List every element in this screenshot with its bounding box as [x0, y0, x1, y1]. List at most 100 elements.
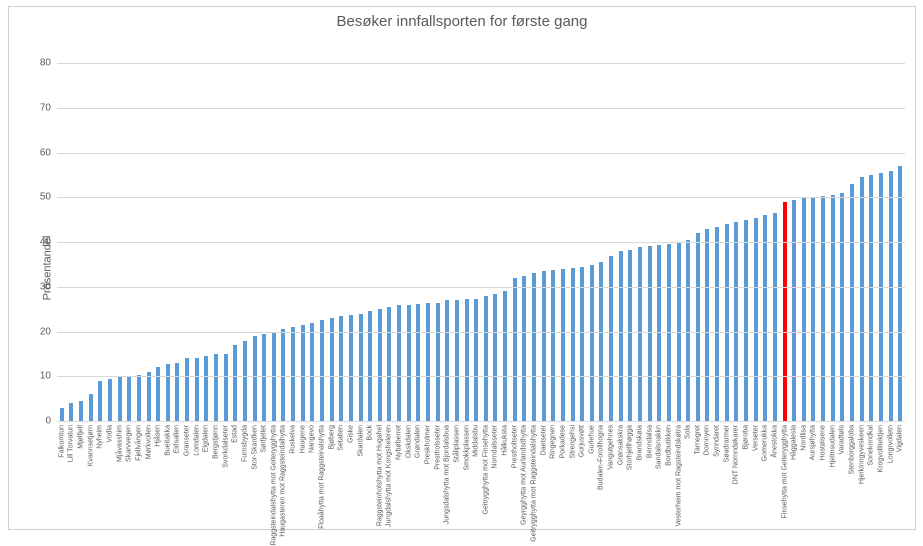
- bar-slot: Fjellvången: [134, 41, 144, 421]
- y-tick-label: 40: [40, 237, 51, 248]
- x-tick-label: Middalsbu: [473, 421, 480, 457]
- x-tick-label: Preskholmer: [424, 421, 431, 464]
- y-tick-label: 10: [40, 371, 51, 382]
- x-tick-label: Stor-Skardken: [251, 421, 258, 470]
- x-tick-label: Håggalesla: [791, 421, 798, 460]
- x-tick-label: Ringegnen: [550, 421, 557, 459]
- bar: [455, 300, 459, 421]
- x-tick-label: Bjøberg: [328, 421, 335, 450]
- bar-slot: Varadtøls: [838, 41, 848, 421]
- x-tick-label: Strengehsi: [569, 421, 576, 458]
- bar-slot: Falkumtun: [57, 41, 67, 421]
- bar-slot: Elgdalen: [202, 41, 212, 421]
- bar: [330, 318, 334, 421]
- x-tick-label: Vigdalen: [897, 421, 904, 452]
- y-tick-label: 30: [40, 281, 51, 292]
- bar: [802, 197, 806, 421]
- x-tick-label: Falkumtun: [58, 421, 65, 458]
- bar-slot: Gurlehue: [587, 41, 597, 421]
- bar-slot: Lill Torvatun: [67, 41, 77, 421]
- x-tick-label: Sandalsnakkn: [656, 421, 663, 469]
- bar: [783, 202, 787, 421]
- x-tick-label: Synndaret: [714, 421, 721, 457]
- x-tick-label: Finsehytta mot Geiterygghytta: [781, 421, 788, 518]
- x-tick-label: Lill Torvatun: [68, 421, 75, 462]
- x-tick-label: Gurjusvøtt: [579, 421, 586, 457]
- bar-slot: DNT Nornndøkarer: [732, 41, 742, 421]
- bar: [416, 304, 420, 421]
- bar: [108, 379, 112, 421]
- x-tick-label: Haugasteren mot Raggsteindalhytta: [280, 421, 287, 537]
- bar-slot: Håggalesla: [789, 41, 799, 421]
- bar-slot: Tarnegret: [693, 41, 703, 421]
- bar: [359, 314, 363, 421]
- y-tick-label: 60: [40, 147, 51, 158]
- bar-slot: Raggsteindalshytta mot Geiterygghytta: [269, 41, 279, 421]
- y-tick-label: 70: [40, 103, 51, 114]
- bar: [734, 222, 738, 421]
- bar: [551, 270, 555, 421]
- x-tick-label: Skardalen: [357, 421, 364, 457]
- bar-slot: Floaåhytta mot Raggsteinalshytta: [317, 41, 327, 421]
- bar-slot: Dornnyen: [703, 41, 713, 421]
- bar-slot: Porkadese: [558, 41, 568, 421]
- bar-slot: Bergstjønn: [211, 41, 221, 421]
- bar: [648, 246, 652, 421]
- x-tick-label: Granseter: [184, 421, 191, 456]
- bar-slot: Sandalsnakkn: [654, 41, 664, 421]
- x-tick-label: Ånestokka: [771, 421, 778, 458]
- x-tick-label: Tarnegret: [694, 421, 701, 455]
- bar: [705, 229, 709, 421]
- x-tick-label: Eidsallen: [174, 421, 181, 453]
- x-tick-label: Porkadese: [559, 421, 566, 458]
- x-tick-label: Haugene: [299, 421, 306, 453]
- bar-slot: Nyheim: [96, 41, 106, 421]
- bar-slot: Budalen-Forollhogna: [597, 41, 607, 421]
- bar-slot: Hjelmsudalen: [828, 41, 838, 421]
- bar: [532, 273, 536, 421]
- x-tick-label: Benndalsa: [646, 421, 653, 458]
- bar: [397, 305, 401, 421]
- x-tick-label: Longrvolletn: [887, 421, 894, 463]
- x-tick-label: Norndalsseter: [492, 421, 499, 469]
- bar: [60, 408, 64, 421]
- bar-slot: Mjølfjell: [76, 41, 86, 421]
- x-tick-label: Floaåhytta mot Raggsteinalshytta: [318, 421, 325, 529]
- bar-slot: Longrvolletn: [886, 41, 896, 421]
- bar-slot: Grøndalen: [414, 41, 424, 421]
- bar-slot: Estad: [230, 41, 240, 421]
- bar-slot: Ruskelva: [288, 41, 298, 421]
- x-tick-label: Estad: [232, 421, 239, 443]
- bars-layer: FalkumtunLill TorvatunMjølfjellKvannsetj…: [57, 41, 905, 421]
- x-tick-label: Hålkuksta: [502, 421, 509, 456]
- gridline: [57, 332, 905, 333]
- bar-slot: Middalsbu: [471, 41, 481, 421]
- x-tick-label: Vodla: [106, 421, 113, 443]
- bar: [542, 271, 546, 421]
- x-tick-label: Prestholtseter: [511, 421, 518, 468]
- x-tick-label: Grønsakskra: [617, 421, 624, 465]
- bar-slot: Jungsdalshytta mot Bjordalsbua: [442, 41, 452, 421]
- x-tick-label: Mørkvollen: [145, 421, 152, 459]
- bar: [628, 250, 632, 421]
- x-tick-label: Nangevo: [309, 421, 316, 453]
- bar-slot: Raggsteinholshytta mot Hugahel: [375, 41, 385, 421]
- bar: [253, 336, 257, 421]
- x-tick-label: Svorkdalseter: [222, 421, 229, 468]
- bar: [773, 213, 777, 421]
- x-tick-label: Bock: [367, 421, 374, 441]
- x-tick-label: Nyheim: [97, 421, 104, 449]
- bar: [879, 173, 883, 421]
- bar: [436, 303, 440, 421]
- gridline: [57, 242, 905, 243]
- bar-slot: Ståliplassen: [452, 41, 462, 421]
- bar: [831, 195, 835, 421]
- x-tick-label: Lomdalen: [193, 421, 200, 456]
- bar-slot: Haugene: [298, 41, 308, 421]
- x-tick-label: Ståliplassen: [453, 421, 460, 463]
- bar-slot: Verseter: [751, 41, 761, 421]
- bar: [696, 233, 700, 421]
- x-tick-label: Jungdalshytta mot Kongsheleren: [386, 421, 393, 527]
- gridline: [57, 153, 905, 154]
- x-tick-label: Verseter: [752, 421, 759, 451]
